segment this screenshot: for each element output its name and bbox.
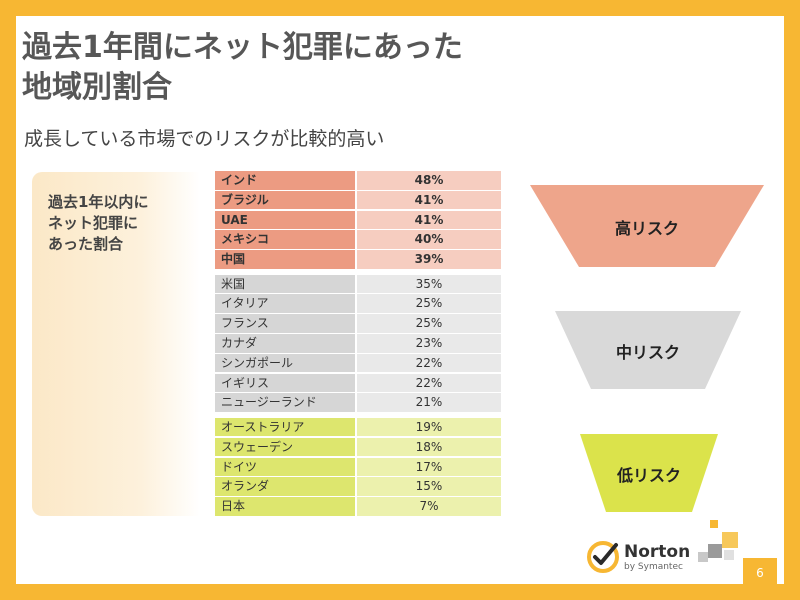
low-risk-funnel: 低リスク [580, 434, 718, 512]
percentage-value: 25% [357, 294, 501, 313]
slide-title: 過去1年間にネット犯罪にあった 地域別割合 [22, 30, 463, 105]
country-name: フランス [215, 314, 355, 333]
percentage-value: 23% [357, 334, 501, 353]
norton-check-icon [587, 541, 619, 573]
country-name: 日本 [215, 497, 355, 516]
percentage-value: 48% [357, 171, 501, 190]
percentage-value: 35% [357, 274, 501, 294]
percentage-value: 41% [357, 190, 501, 210]
country-name: カナダ [215, 334, 355, 353]
country-name: ドイツ [215, 457, 355, 477]
low-risk-funnel-shape [580, 434, 718, 512]
low-risk-row: オーストラリア 19% [215, 417, 503, 437]
high-risk-row: ブラジル 41% [215, 190, 503, 210]
high-risk-funnel-shape [530, 185, 764, 267]
percentage-value: 22% [357, 373, 501, 393]
slide-subtitle: 成長している市場でのリスクが比較的高い [24, 128, 385, 150]
percentage-value: 15% [357, 477, 501, 496]
norton-logo: Norton by Symantec [586, 538, 706, 578]
country-name: UAE [215, 210, 355, 230]
country-name: イタリア [215, 294, 355, 313]
country-name: オーストラリア [215, 417, 355, 437]
mid-risk-group: 米国 35% イタリア 25% フランス 25% カナダ 23% シンガポール 22% イギリス 22… [215, 274, 503, 412]
country-name: ニュージーランド [215, 393, 355, 412]
side-label-text: 過去1年以内に ネット犯罪に あった割合 [48, 193, 149, 253]
percentage-value: 18% [357, 437, 501, 457]
low-risk-label: 低リスク [616, 466, 681, 485]
percentage-value: 40% [357, 230, 501, 249]
high-risk-row: インド 48% [215, 171, 503, 190]
low-risk-row: オランダ 15% [215, 477, 503, 496]
mid-risk-row: フランス 25% [215, 314, 503, 333]
percentage-value: 17% [357, 457, 501, 477]
percentage-value: 21% [357, 393, 501, 412]
mid-risk-row: ニュージーランド 21% [215, 393, 503, 412]
high-risk-label: 高リスク [614, 219, 679, 238]
country-name: スウェーデン [215, 437, 355, 457]
percentage-value: 39% [357, 250, 501, 269]
mid-risk-row: シンガポール 22% [215, 353, 503, 373]
low-risk-row: 日本 7% [215, 497, 503, 516]
high-risk-row: UAE 41% [215, 210, 503, 230]
mid-risk-label: 中リスク [615, 343, 680, 362]
low-risk-row: スウェーデン 18% [215, 437, 503, 457]
country-name: シンガポール [215, 353, 355, 373]
high-risk-row: 中国 39% [215, 250, 503, 269]
side-label-panel: 過去1年以内に ネット犯罪に あった割合 [32, 172, 200, 516]
mid-risk-funnel-shape [555, 311, 741, 389]
percentage-value: 25% [357, 314, 501, 333]
country-name: 中国 [215, 250, 355, 269]
high-risk-group: インド 48% ブラジル 41% UAE 41% メキシコ 40% 中国 39% [215, 171, 503, 269]
decorative-squares [690, 518, 750, 578]
mid-risk-row: 米国 35% [215, 274, 503, 294]
country-tables: インド 48% ブラジル 41% UAE 41% メキシコ 40% 中国 39% 米国 35% イタリ… [215, 171, 503, 522]
country-name: ブラジル [215, 190, 355, 210]
percentage-value: 41% [357, 210, 501, 230]
percentage-value: 19% [357, 417, 501, 437]
country-name: メキシコ [215, 230, 355, 249]
country-name: 米国 [215, 274, 355, 294]
percentage-value: 7% [357, 497, 501, 516]
norton-byline: by Symantec [624, 562, 683, 572]
percentage-value: 22% [357, 353, 501, 373]
mid-risk-row: イタリア 25% [215, 294, 503, 313]
country-name: オランダ [215, 477, 355, 496]
page-number: 6 [743, 558, 777, 588]
low-risk-group: オーストラリア 19% スウェーデン 18% ドイツ 17% オランダ 15% 日本 7% [215, 417, 503, 516]
mid-risk-funnel: 中リスク [555, 311, 741, 389]
norton-name: Norton [624, 542, 691, 562]
country-name: イギリス [215, 373, 355, 393]
high-risk-funnel: 高リスク [530, 185, 764, 267]
mid-risk-row: イギリス 22% [215, 373, 503, 393]
high-risk-row: メキシコ 40% [215, 230, 503, 249]
low-risk-row: ドイツ 17% [215, 457, 503, 477]
country-name: インド [215, 171, 355, 190]
mid-risk-row: カナダ 23% [215, 334, 503, 353]
